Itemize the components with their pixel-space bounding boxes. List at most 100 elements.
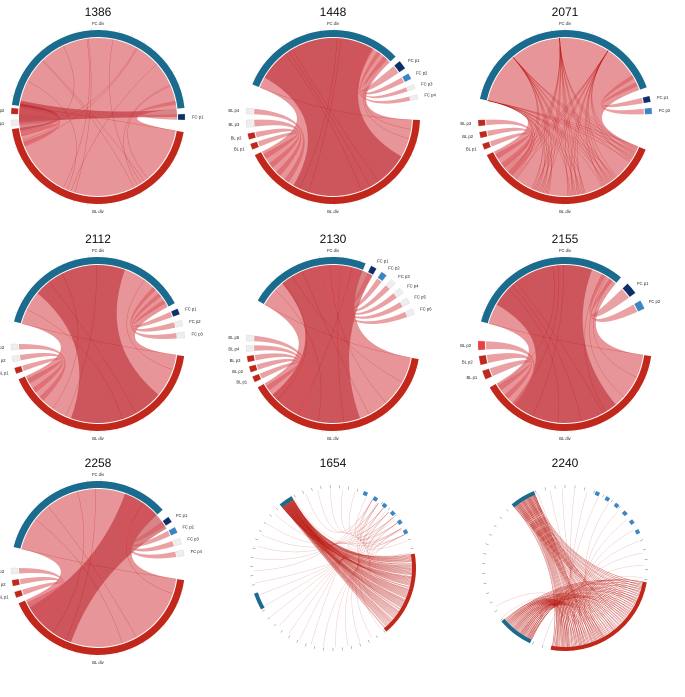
tick-mark — [27, 513, 30, 515]
clone-tick — [494, 610, 498, 613]
clone-chord — [523, 500, 570, 647]
clone-chord — [557, 496, 599, 647]
sector-arc-bl-div — [18, 579, 185, 656]
clone-tick — [532, 641, 534, 645]
ribbon-small — [254, 119, 302, 176]
tick-mark — [375, 420, 377, 422]
chord-line — [512, 285, 582, 422]
clone-tick — [269, 514, 272, 517]
sector-label-left: BL p1 — [0, 371, 9, 376]
clone-tick — [367, 639, 370, 643]
sector-label-bottom: BL div — [327, 436, 339, 441]
tick-mark — [48, 494, 50, 496]
clone-tick — [296, 639, 299, 643]
tick-mark — [60, 487, 62, 490]
clone-tick — [593, 490, 595, 494]
tick-mark — [523, 193, 525, 196]
clone-tick — [394, 514, 397, 517]
tick-mark — [361, 32, 363, 35]
clone-chord — [567, 492, 587, 647]
clone-chord — [520, 502, 634, 609]
clone-chord — [526, 498, 578, 647]
chord-line — [508, 288, 559, 423]
clone-chord — [526, 498, 639, 598]
sector-arc-fc — [511, 491, 536, 508]
clone-chord — [292, 499, 411, 558]
ribbon-small — [313, 266, 408, 325]
tick-mark — [20, 159, 22, 161]
sector-arc-bl-small — [14, 365, 23, 374]
chord-line — [308, 38, 342, 193]
chord-line — [532, 265, 564, 417]
sector-label-top: FC div — [327, 21, 340, 26]
chord-line — [487, 100, 543, 190]
sector-arc-fc-div — [13, 257, 175, 324]
sector-label-top: FC div — [559, 248, 572, 253]
ribbon-small — [255, 128, 300, 168]
tick-mark — [127, 484, 129, 487]
sector-arc-bl-div — [257, 357, 419, 431]
clone-chord — [528, 497, 618, 628]
sector-arc-bl-small — [482, 141, 491, 150]
clone-tick — [380, 501, 384, 505]
clone-chord — [288, 502, 395, 618]
clone-chord — [516, 505, 629, 615]
clone-chord — [509, 584, 641, 625]
clone-tick — [262, 609, 265, 612]
tick-mark — [281, 44, 284, 46]
sector-arc-bl — [550, 581, 647, 651]
tick-mark — [39, 633, 42, 636]
clone-chord — [585, 502, 610, 638]
chord-line — [559, 38, 605, 186]
clone-chord — [323, 534, 405, 647]
tick-mark — [154, 49, 157, 52]
ribbon-cross — [37, 265, 159, 423]
tick-mark — [293, 195, 295, 198]
sector-label-right: FC p1 — [192, 115, 204, 120]
tick-mark — [537, 32, 539, 35]
tick-mark — [500, 177, 503, 179]
clone-chord — [284, 505, 390, 624]
tick-mark — [516, 269, 518, 272]
chord-panel-1386: 1386 FC div BL div FC p1 FC p2 BL p1 — [0, 5, 204, 214]
tick-mark — [305, 259, 307, 262]
chord-line — [275, 289, 322, 422]
sector-label-right: FC p1 — [176, 513, 188, 518]
tick-mark — [416, 142, 419, 144]
sector-label-bottom: BL div — [559, 209, 571, 214]
ribbon-small — [130, 287, 177, 339]
clone-chord — [507, 595, 622, 624]
chord-line — [21, 323, 177, 356]
chord-line — [277, 282, 307, 400]
sector-arc-fc-small — [622, 283, 636, 298]
sector-label-bottom: BL div — [327, 209, 339, 214]
clone-chord — [537, 493, 605, 637]
sector-label-bottom: BL div — [92, 209, 104, 214]
tick-mark — [37, 180, 39, 183]
sector-label-right: FC p2 — [189, 319, 201, 324]
clone-chord — [515, 598, 613, 632]
chord-line — [74, 38, 92, 193]
clone-chord — [534, 495, 625, 621]
tick-mark — [373, 38, 375, 41]
sector-label-top: FC div — [327, 248, 340, 253]
chord-line — [126, 503, 173, 594]
tick-mark — [281, 188, 284, 190]
tick-mark — [411, 155, 414, 157]
clone-chord — [258, 528, 402, 596]
clone-chord — [562, 596, 631, 647]
sector-label-right: FC p4 — [191, 549, 203, 554]
clone-chord — [286, 503, 407, 597]
clone-tick — [273, 623, 277, 627]
sector-arc-clone — [389, 510, 396, 517]
tick-mark — [496, 399, 499, 402]
tick-mark — [306, 200, 308, 203]
clone-tick — [280, 630, 283, 633]
clone-chord — [522, 593, 633, 636]
sector-label-right: FC p1 — [185, 306, 197, 311]
clone-chord — [531, 604, 586, 645]
tick-mark — [261, 63, 264, 65]
ribbon-small — [127, 509, 165, 544]
sector-arc-fc-small — [402, 73, 412, 83]
